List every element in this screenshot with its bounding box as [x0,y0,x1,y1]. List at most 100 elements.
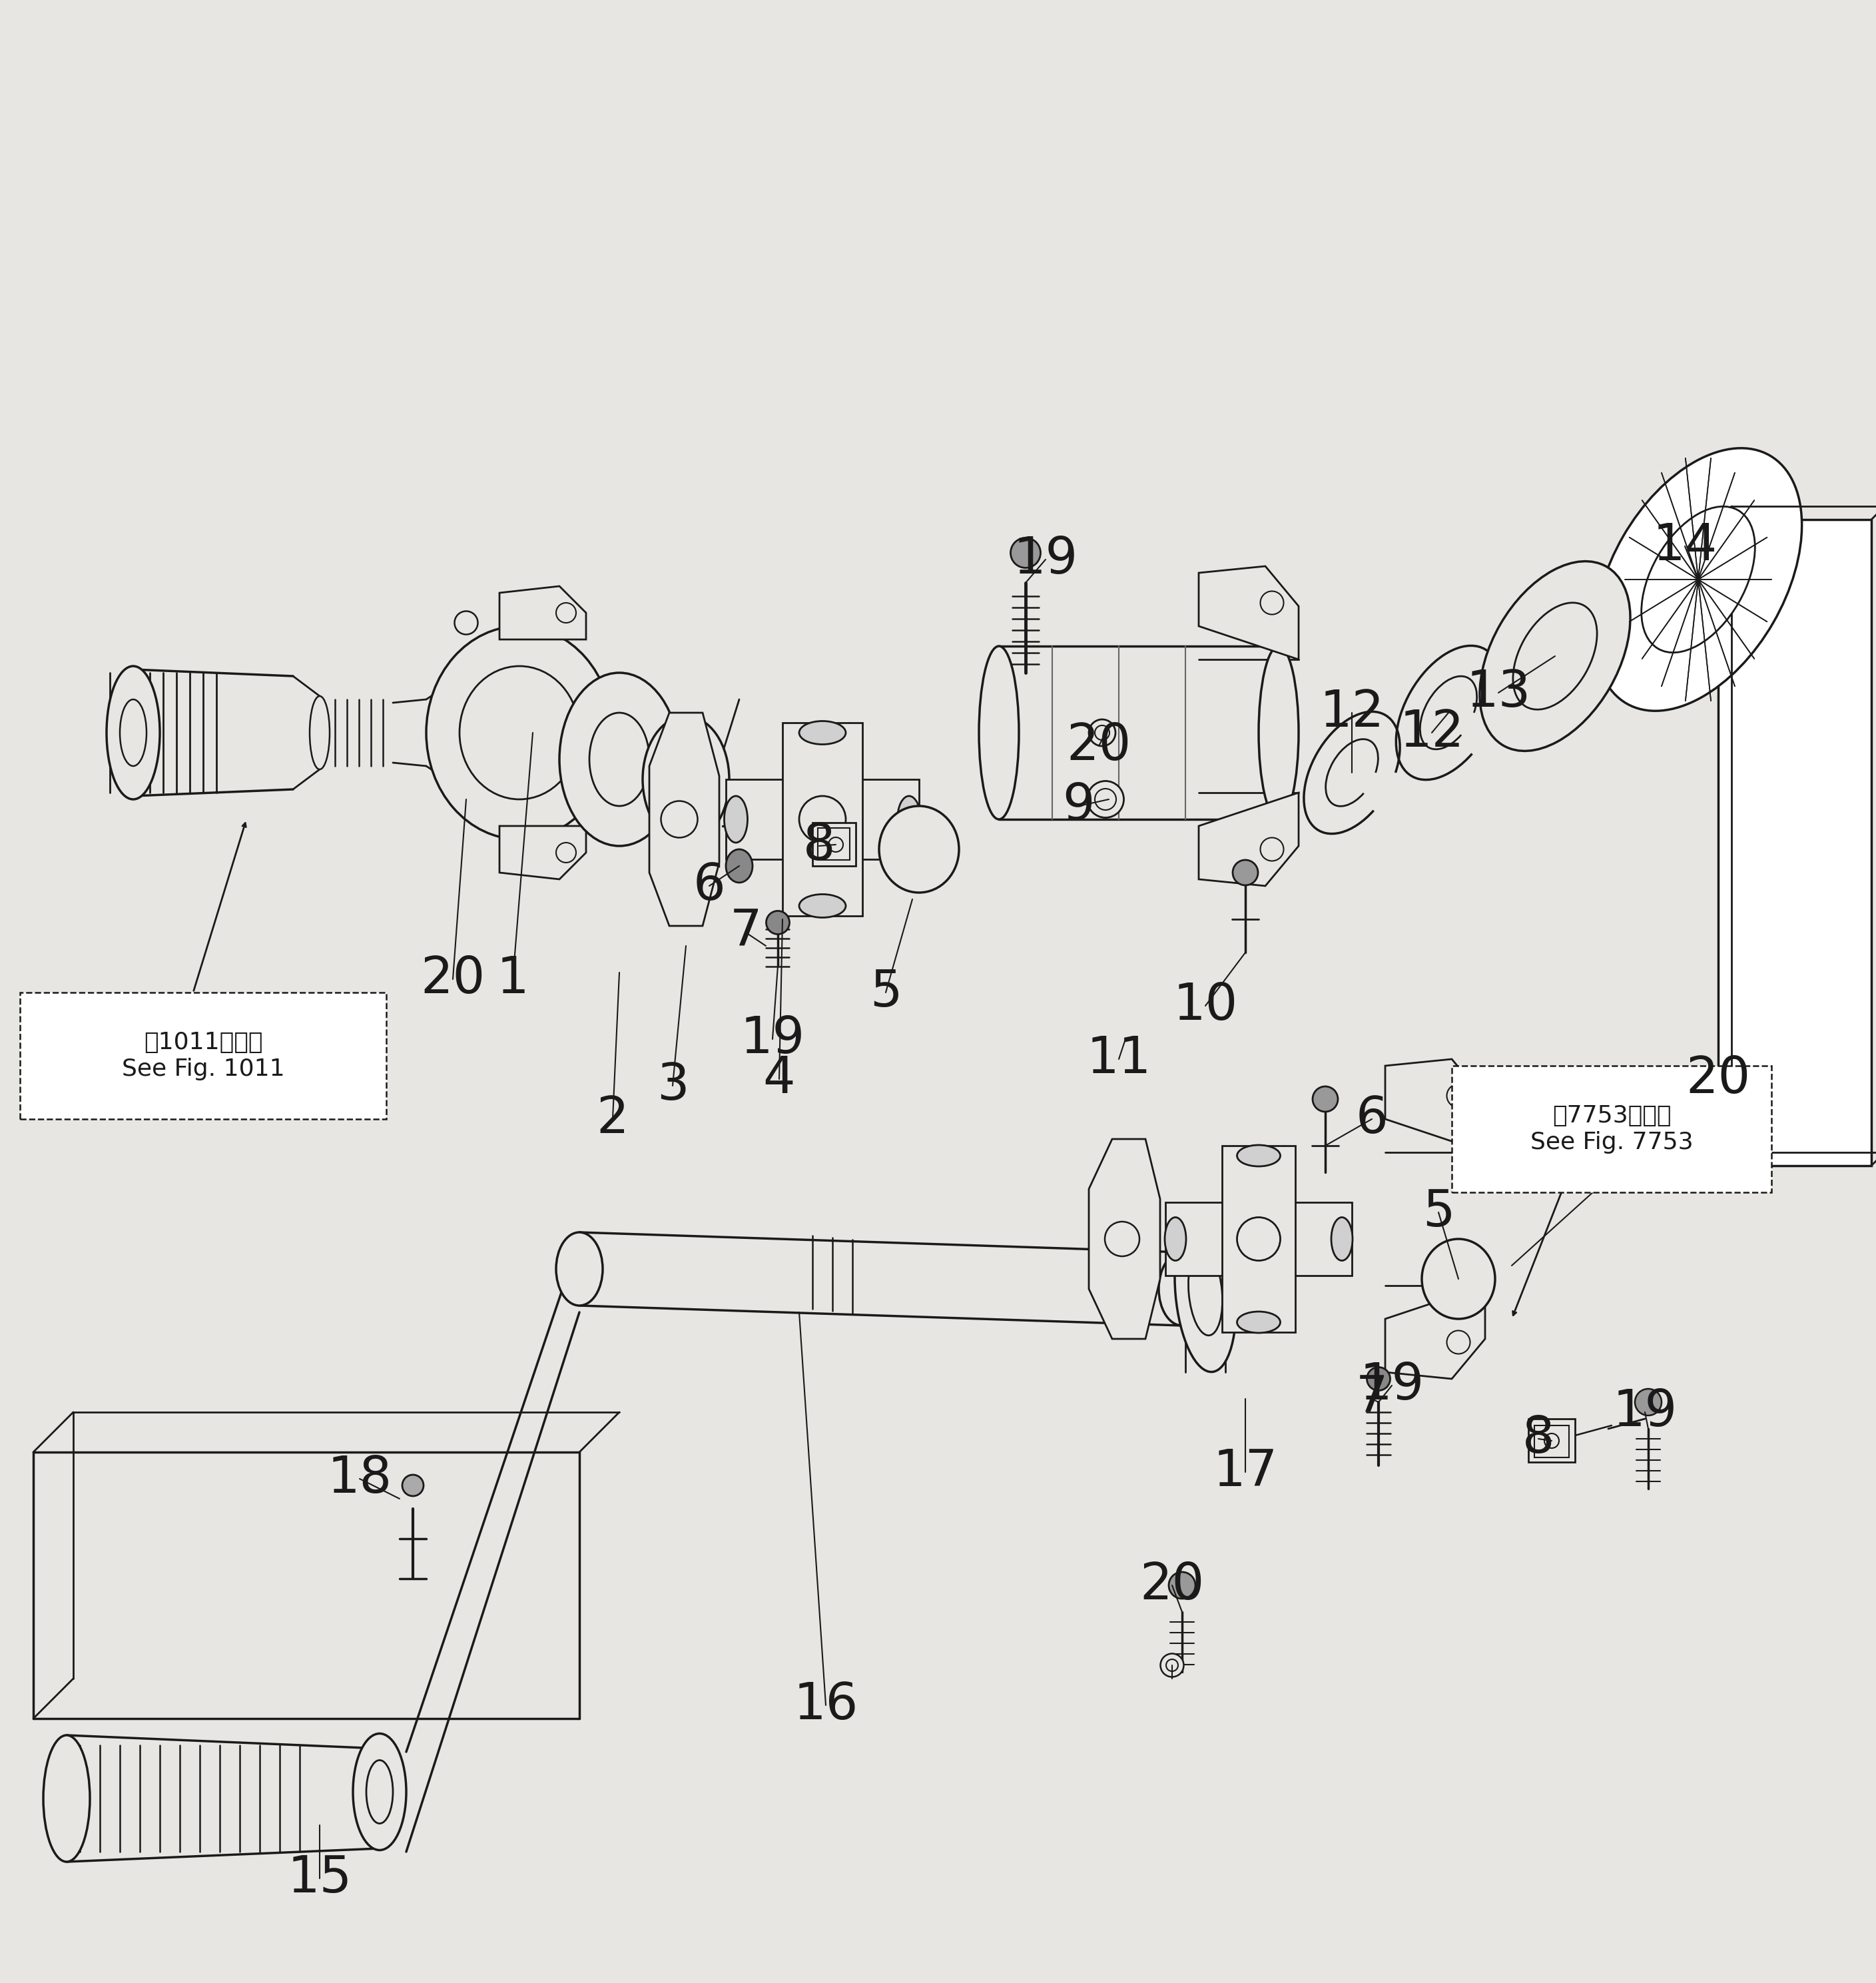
Polygon shape [1088,1138,1159,1339]
Text: 12: 12 [1319,688,1384,738]
Ellipse shape [1188,1249,1223,1335]
Ellipse shape [1261,837,1283,861]
Text: 7: 7 [730,908,762,958]
Ellipse shape [1165,1218,1186,1261]
Ellipse shape [43,1735,90,1862]
Polygon shape [726,779,919,859]
Polygon shape [1718,520,1872,1166]
FancyBboxPatch shape [1529,1418,1576,1461]
Text: 8: 8 [803,821,835,871]
Ellipse shape [1259,646,1298,819]
Ellipse shape [1167,1660,1178,1672]
Text: 5: 5 [1422,1188,1454,1237]
Text: 3: 3 [657,1061,688,1110]
Ellipse shape [1480,561,1630,752]
Text: 8: 8 [1521,1414,1555,1463]
Ellipse shape [1368,1366,1390,1390]
Text: 19: 19 [1013,535,1079,585]
Text: 6: 6 [692,861,726,910]
Ellipse shape [353,1733,407,1850]
Ellipse shape [1642,506,1754,652]
Text: 10: 10 [1172,982,1238,1031]
Ellipse shape [1088,720,1116,746]
Text: 19: 19 [1360,1360,1424,1410]
Polygon shape [1384,1285,1486,1378]
Ellipse shape [1332,1218,1353,1261]
Ellipse shape [310,696,330,769]
Ellipse shape [1236,1218,1279,1261]
Ellipse shape [589,712,649,805]
Text: 9: 9 [1062,781,1096,831]
Ellipse shape [460,666,580,799]
Ellipse shape [1261,591,1283,615]
Ellipse shape [660,801,698,837]
Ellipse shape [1446,1331,1471,1354]
Polygon shape [1384,1059,1486,1152]
Ellipse shape [1105,1222,1139,1257]
Ellipse shape [1159,1253,1206,1325]
Ellipse shape [555,843,576,863]
Text: 19: 19 [1613,1388,1677,1438]
Ellipse shape [401,1475,424,1495]
Polygon shape [1199,567,1298,660]
Ellipse shape [726,849,752,882]
FancyBboxPatch shape [21,993,386,1118]
Polygon shape [499,827,585,878]
Ellipse shape [799,722,846,744]
Ellipse shape [880,805,959,892]
Ellipse shape [1096,726,1109,740]
FancyBboxPatch shape [1452,1065,1771,1192]
FancyBboxPatch shape [1535,1426,1568,1458]
Ellipse shape [1161,1654,1184,1678]
Polygon shape [1221,1146,1294,1333]
Ellipse shape [1236,1144,1279,1166]
Text: 4: 4 [764,1055,795,1105]
Text: 20: 20 [1687,1055,1750,1105]
Ellipse shape [979,646,1019,819]
Ellipse shape [559,672,679,847]
Text: 6: 6 [1356,1095,1388,1144]
Text: 15: 15 [287,1854,353,1904]
Ellipse shape [1174,1212,1236,1372]
Text: 20: 20 [1141,1561,1204,1610]
Text: 2: 2 [597,1095,628,1144]
Text: 1: 1 [497,954,529,1003]
Ellipse shape [1169,1573,1195,1598]
Ellipse shape [1011,537,1041,567]
Ellipse shape [799,894,846,918]
Ellipse shape [1096,789,1116,809]
Ellipse shape [643,716,730,843]
Text: 18: 18 [326,1454,392,1503]
Ellipse shape [107,666,159,799]
Text: 14: 14 [1653,522,1717,571]
Polygon shape [782,722,863,916]
Ellipse shape [454,611,478,635]
Polygon shape [1199,793,1298,886]
Polygon shape [499,587,585,639]
Text: 第1011図参照
See Fig. 1011: 第1011図参照 See Fig. 1011 [122,1031,285,1081]
Ellipse shape [1236,1311,1279,1333]
Text: 12: 12 [1399,708,1463,758]
Ellipse shape [724,795,747,843]
Ellipse shape [120,700,146,765]
Text: 20: 20 [1066,722,1131,771]
Ellipse shape [799,795,846,843]
Ellipse shape [1634,1388,1662,1416]
Polygon shape [649,712,719,926]
FancyBboxPatch shape [818,829,850,861]
Ellipse shape [366,1761,392,1824]
Ellipse shape [765,910,790,934]
Text: 7: 7 [1356,1374,1388,1424]
Ellipse shape [555,1231,602,1305]
Text: 19: 19 [741,1015,805,1063]
Ellipse shape [1233,861,1259,884]
Ellipse shape [1595,448,1801,710]
Ellipse shape [664,746,707,813]
Text: 11: 11 [1086,1035,1152,1085]
Ellipse shape [1313,1087,1338,1112]
Text: 第7753図参照
See Fig. 7753: 第7753図参照 See Fig. 7753 [1531,1105,1692,1154]
Ellipse shape [555,603,576,623]
Polygon shape [1165,1202,1353,1275]
Text: 5: 5 [870,968,902,1017]
Ellipse shape [1512,603,1596,710]
